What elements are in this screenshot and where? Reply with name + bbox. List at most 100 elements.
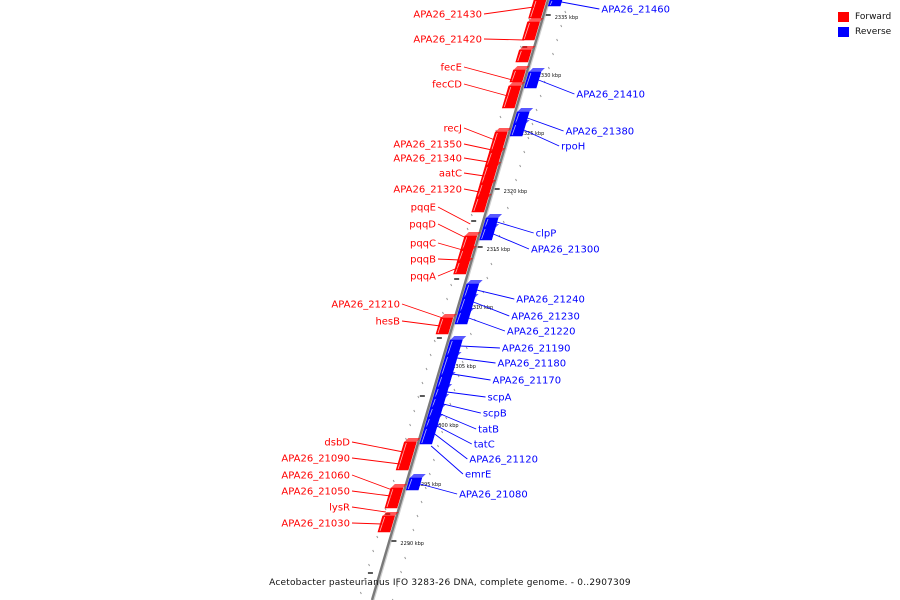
guide-dot — [445, 416, 448, 420]
guide-dot — [437, 444, 439, 448]
guide-dot — [486, 276, 489, 280]
reverse-gene-block-top — [513, 120, 530, 124]
guide-dot — [494, 248, 497, 252]
reverse-gene-block-top — [424, 424, 441, 428]
forward-gene-block-top — [464, 232, 481, 236]
genome-caption: Acetobacter pasteurianus IFO 3283-26 DNA… — [269, 578, 631, 588]
scale-tick-label: 2295 kbp — [418, 482, 442, 488]
guide-dot — [420, 500, 423, 504]
leader-pqqb — [437, 258, 460, 261]
reverse-gene-block-top — [517, 108, 534, 112]
guide-dot — [564, 10, 567, 14]
gene-label-lysr: lysR — [329, 503, 350, 514]
leader-apa26-21420 — [483, 38, 525, 41]
reverse-gene-block-top — [528, 68, 545, 72]
forward-gene-block-highlight — [511, 70, 516, 82]
gene-label-tatb: tatB — [478, 425, 499, 436]
reverse-gene-block-top — [466, 280, 483, 284]
leader-hesb — [401, 320, 441, 327]
gene-label-apa26-21300: APA26_21300 — [531, 245, 600, 256]
guide-dot — [428, 472, 431, 476]
gene-label-apa26-21220: APA26_21220 — [507, 327, 576, 338]
gene-label-pqqa: pqqA — [410, 272, 436, 283]
gene-label-rpoh: rpoH — [561, 142, 585, 153]
gene-label-apa26-21050: APA26_21050 — [281, 487, 350, 498]
gene-label-pqqc: pqqC — [410, 239, 436, 250]
forward-gene-block-highlight — [473, 198, 479, 212]
gene-label-apa26-21090: APA26_21090 — [281, 454, 350, 465]
guide-dot — [441, 430, 444, 434]
scale-tick-label: 2320 kbp — [504, 189, 528, 195]
guide-dot — [400, 570, 403, 574]
gene-label-apa26-21060: APA26_21060 — [281, 471, 350, 482]
gene-label-clpp: clpP — [536, 229, 557, 240]
leader-aatc — [463, 172, 485, 177]
gene-label-apa26-21170: APA26_21170 — [493, 376, 562, 387]
guide-dot — [506, 206, 509, 210]
reverse-gene-block-highlight — [456, 312, 461, 324]
scale-tick-label: 2305 kbp — [452, 364, 476, 370]
guide-dot — [413, 409, 416, 413]
leader-fece — [463, 66, 513, 81]
gene-label-apa26-21120: APA26_21120 — [469, 455, 538, 466]
reverse-gene-block-top — [450, 336, 467, 340]
guide-dot — [392, 479, 395, 483]
guide-dot — [442, 311, 444, 315]
gene-label-scpb: scpB — [483, 409, 507, 420]
reverse-gene-block-highlight — [407, 478, 413, 490]
gene-label-recj: recJ — [444, 124, 463, 135]
forward-gene-block-top — [508, 82, 525, 86]
leader-emre — [430, 445, 464, 475]
reverse-gene-block-top — [439, 372, 456, 376]
reverse-gene-block-top — [436, 384, 453, 388]
legend-forward-label: Forward — [855, 11, 892, 22]
leader-apa26-21030 — [351, 522, 383, 525]
leader-pqqd — [437, 223, 467, 239]
guide-dot — [450, 283, 453, 287]
forward-gene-block-top — [513, 66, 530, 70]
scale-tick-label: 2315 kbp — [487, 247, 511, 253]
guide-dot — [384, 507, 387, 511]
leader-pqqa — [437, 267, 458, 277]
guide-dot — [368, 563, 371, 567]
forward-gene-block-highlight — [503, 86, 512, 108]
gene-label-apa26-21420: APA26_21420 — [413, 35, 482, 46]
forward-gene-block-highlight — [481, 166, 488, 184]
reverse-gene-block-highlight — [549, 0, 553, 6]
leader-lysr — [351, 506, 386, 513]
guide-dot — [425, 367, 428, 371]
guide-dot — [461, 360, 464, 364]
leader-apa26-21350 — [463, 143, 493, 151]
leader-rpoh — [523, 129, 560, 147]
guide-dot — [429, 353, 432, 357]
leader-apa26-21380 — [527, 117, 564, 132]
leader-scpa — [446, 391, 486, 398]
forward-gene-block-top — [527, 18, 544, 22]
guide-dot — [465, 346, 468, 350]
reverse-gene-block-highlight — [511, 124, 517, 136]
genome-axis — [370, 0, 550, 600]
guide-dot — [416, 514, 419, 518]
leader-apa26-21320 — [463, 188, 480, 193]
gene-label-apa26-21230: APA26_21230 — [511, 312, 580, 323]
gene-label-apa26-21030: APA26_21030 — [281, 519, 350, 530]
gene-label-apa26-21210: APA26_21210 — [331, 300, 400, 311]
forward-gene-block-top — [390, 484, 407, 488]
guide-dot — [502, 220, 505, 224]
guide-dot — [535, 108, 538, 112]
guide-dot — [528, 17, 531, 21]
forward-gene-block-top — [440, 314, 457, 318]
guide-dot — [539, 94, 542, 98]
guide-dot — [391, 598, 394, 600]
leader-apa26-21170 — [452, 373, 491, 381]
reverse-gene-block-top — [483, 224, 500, 228]
guide-dot — [372, 549, 375, 553]
guide-dot — [556, 38, 559, 42]
gene-label-hesb: hesB — [375, 317, 400, 328]
gene-label-tatc: tatC — [474, 440, 495, 451]
forward-gene-block-top — [519, 46, 536, 50]
gene-label-apa26-21240: APA26_21240 — [516, 295, 585, 306]
guide-dot — [396, 584, 398, 588]
guide-dot — [364, 577, 366, 581]
reverse-gene-block-highlight — [447, 340, 453, 356]
